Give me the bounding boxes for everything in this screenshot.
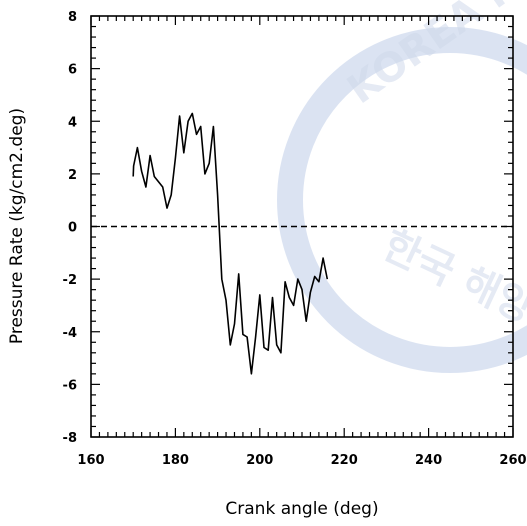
y-tick-label: 6 — [68, 63, 77, 78]
x-tick-label: 220 — [331, 453, 358, 468]
y-tick-label: -2 — [63, 273, 77, 288]
pressure-rate-series-line — [132, 112, 329, 375]
x-tick-label: 260 — [499, 453, 526, 468]
y-tick-label: 4 — [68, 115, 77, 130]
y-tick-label: 2 — [68, 168, 77, 183]
y-tick-label: 0 — [68, 221, 77, 236]
y-tick-label: -4 — [63, 326, 77, 341]
watermark: KOREA MARITIME 한국 해양 — [277, 0, 527, 373]
x-tick-label: 200 — [246, 453, 273, 468]
y-axis-title: Pressure Rate (kg/cm2.deg) — [7, 108, 27, 344]
y-tick-label: 8 — [68, 10, 77, 25]
axis-tick-labels: 160 180 200 220 240 260 -8 -6 -4 -2 0 2 4 6 8 — [63, 10, 527, 468]
x-tick-label: 180 — [162, 453, 189, 468]
y-tick-label: -6 — [63, 378, 77, 393]
watermark-seal-ring — [277, 27, 527, 373]
watermark-hangul: 한국 해양 — [376, 222, 527, 332]
x-axis-title: Crank angle (deg) — [225, 499, 378, 519]
y-tick-label: -8 — [63, 431, 77, 446]
x-tick-label: 160 — [77, 453, 104, 468]
x-tick-label: 240 — [415, 453, 442, 468]
